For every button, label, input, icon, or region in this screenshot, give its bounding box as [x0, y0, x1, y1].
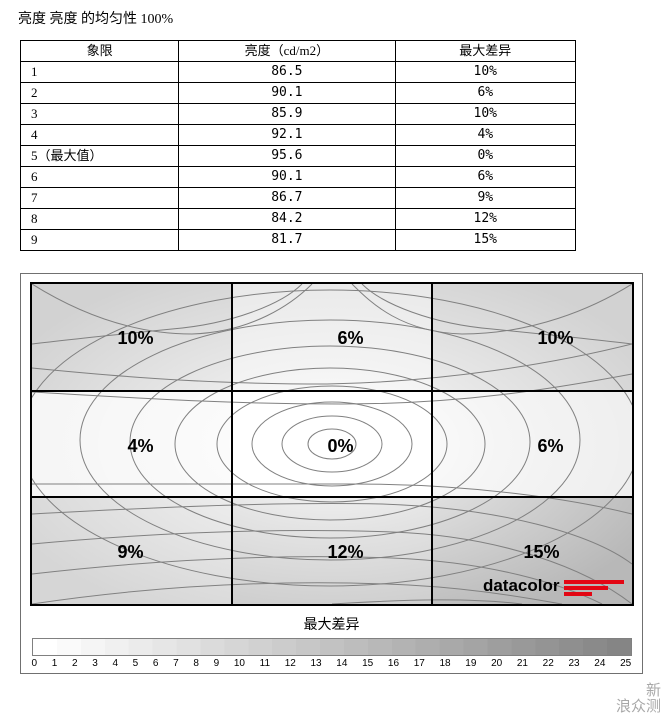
- legend-tick: 23: [568, 658, 579, 669]
- legend-tick: 8: [193, 658, 199, 669]
- cell-quadrant: 8: [21, 209, 179, 230]
- legend-tick: 9: [214, 658, 220, 669]
- contour-chart: 10% 6% 10% 4% 0% 6% 9% 12% 15% datacolor: [30, 282, 634, 606]
- legend-tick: 20: [491, 658, 502, 669]
- cell-luminance: 90.1: [179, 167, 395, 188]
- legend-gradient-bar: [32, 638, 632, 656]
- legend-tick: 22: [543, 658, 554, 669]
- table-row: 884.212%: [21, 209, 576, 230]
- logo-bars: [564, 578, 624, 598]
- watermark-line1: 新: [616, 683, 661, 699]
- cell-label: 10%: [112, 328, 160, 349]
- legend-tick: 1: [52, 658, 58, 669]
- cell-quadrant: 2: [21, 83, 179, 104]
- cell-maxdiff: 10%: [395, 104, 575, 125]
- cell-quadrant: 1: [21, 62, 179, 83]
- cell-maxdiff: 4%: [395, 125, 575, 146]
- legend-tick: 15: [362, 658, 373, 669]
- cell-quadrant: 7: [21, 188, 179, 209]
- legend-tick: 4: [112, 658, 118, 669]
- table-row: 186.510%: [21, 62, 576, 83]
- cell-label: 6%: [532, 436, 570, 457]
- legend-tick: 18: [439, 658, 450, 669]
- legend-tick: 21: [517, 658, 528, 669]
- cell-label: 15%: [518, 542, 566, 563]
- th-maxdiff: 最大差异: [395, 41, 575, 62]
- cell-maxdiff: 6%: [395, 83, 575, 104]
- cell-label: 6%: [332, 328, 370, 349]
- th-quadrant: 象限: [21, 41, 179, 62]
- legend-tick: 0: [32, 658, 38, 669]
- legend-tick: 17: [414, 658, 425, 669]
- legend-tick: 16: [388, 658, 399, 669]
- cell-luminance: 86.5: [179, 62, 395, 83]
- legend-tick: 24: [594, 658, 605, 669]
- cell-maxdiff: 10%: [395, 62, 575, 83]
- legend-tick: 6: [153, 658, 159, 669]
- gridline-vertical: [231, 284, 233, 604]
- legend-tick: 10: [234, 658, 245, 669]
- cell-maxdiff: 15%: [395, 230, 575, 251]
- cell-maxdiff: 9%: [395, 188, 575, 209]
- cell-quadrant: 5（最大值）: [21, 146, 179, 167]
- cell-luminance: 90.1: [179, 83, 395, 104]
- table-row: 786.79%: [21, 188, 576, 209]
- legend-tick: 5: [133, 658, 139, 669]
- chart-axis-title: 最大差异: [29, 614, 634, 634]
- watermark: 新 浪众测: [616, 683, 661, 715]
- cell-label: 0%: [322, 436, 360, 457]
- table-row: 5（最大值）95.60%: [21, 146, 576, 167]
- legend-tick: 13: [311, 658, 322, 669]
- cell-label: 10%: [532, 328, 580, 349]
- table-row: 981.715%: [21, 230, 576, 251]
- cell-quadrant: 3: [21, 104, 179, 125]
- cell-luminance: 81.7: [179, 230, 395, 251]
- legend-tick: 2: [72, 658, 78, 669]
- cell-label: 4%: [122, 436, 160, 457]
- legend-tick: 25: [620, 658, 631, 669]
- cell-label: 12%: [322, 542, 370, 563]
- legend-tick: 12: [285, 658, 296, 669]
- cell-quadrant: 9: [21, 230, 179, 251]
- cell-luminance: 95.6: [179, 146, 395, 167]
- cell-quadrant: 6: [21, 167, 179, 188]
- cell-maxdiff: 0%: [395, 146, 575, 167]
- luminance-table: 象限 亮度（cd/m2） 最大差异 186.510%290.16%385.910…: [20, 40, 576, 251]
- page-title: 亮度 亮度 的均匀性 100%: [18, 8, 657, 28]
- cell-luminance: 85.9: [179, 104, 395, 125]
- gridline-horizontal: [32, 496, 632, 498]
- table-row: 290.16%: [21, 83, 576, 104]
- cell-quadrant: 4: [21, 125, 179, 146]
- datacolor-logo: datacolor: [483, 576, 624, 598]
- gridline-horizontal: [32, 390, 632, 392]
- th-luminance: 亮度（cd/m2）: [179, 41, 395, 62]
- legend-ticks: 0123456789101112131415161718192021222324…: [32, 658, 632, 669]
- logo-text: datacolor: [483, 576, 560, 595]
- watermark-line2: 浪众测: [616, 699, 661, 715]
- table-row: 492.14%: [21, 125, 576, 146]
- cell-luminance: 84.2: [179, 209, 395, 230]
- cell-luminance: 86.7: [179, 188, 395, 209]
- cell-maxdiff: 12%: [395, 209, 575, 230]
- gridline-vertical: [431, 284, 433, 604]
- legend-tick: 7: [173, 658, 179, 669]
- legend-tick: 19: [465, 658, 476, 669]
- legend: 0123456789101112131415161718192021222324…: [32, 638, 632, 669]
- contour-panel: 10%6%10%4%0%6%9%12%15%datacolor 最大差异 012…: [20, 273, 643, 674]
- legend-tick: 3: [92, 658, 98, 669]
- legend-tick: 14: [336, 658, 347, 669]
- cell-luminance: 92.1: [179, 125, 395, 146]
- table-row: 385.910%: [21, 104, 576, 125]
- legend-tick: 11: [260, 658, 270, 669]
- cell-label: 9%: [112, 542, 150, 563]
- cell-maxdiff: 6%: [395, 167, 575, 188]
- table-row: 690.16%: [21, 167, 576, 188]
